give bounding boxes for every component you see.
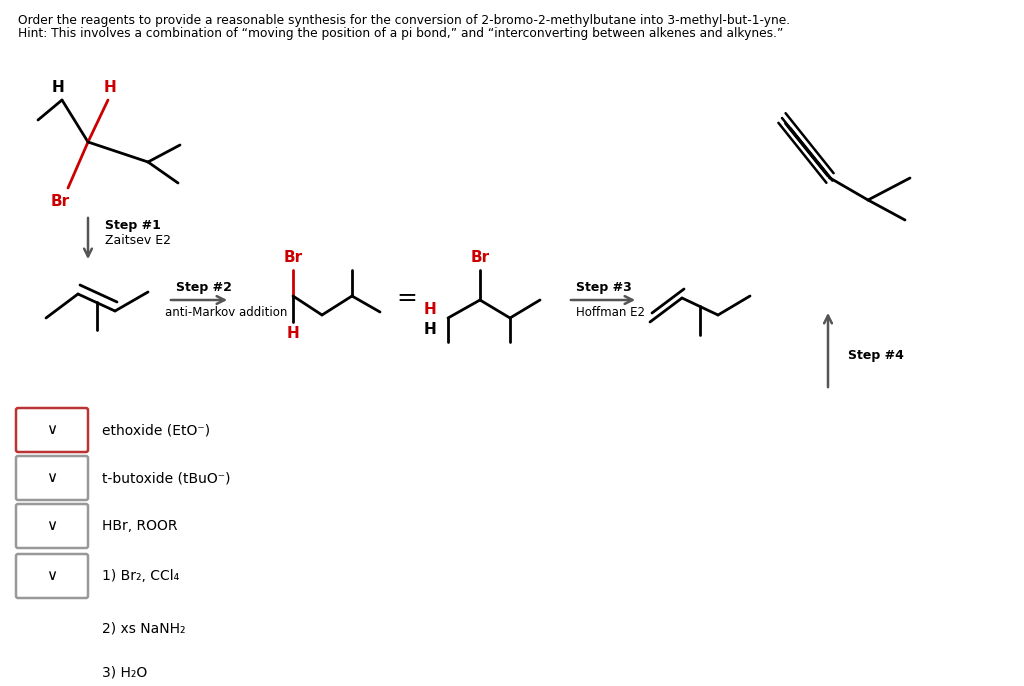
FancyBboxPatch shape bbox=[16, 408, 88, 452]
Text: ∨: ∨ bbox=[46, 569, 57, 584]
Text: HBr, ROOR: HBr, ROOR bbox=[102, 519, 177, 533]
Text: 2) xs NaNH₂: 2) xs NaNH₂ bbox=[102, 621, 185, 635]
Text: =: = bbox=[396, 286, 418, 310]
Text: H: H bbox=[424, 303, 436, 318]
Text: Br: Br bbox=[284, 250, 302, 265]
Text: Hint: This involves a combination of “moving the position of a pi bond,” and “in: Hint: This involves a combination of “mo… bbox=[18, 27, 783, 40]
Text: ∨: ∨ bbox=[46, 471, 57, 486]
Text: anti-Markov addition: anti-Markov addition bbox=[165, 305, 288, 318]
Text: 1) Br₂, CCl₄: 1) Br₂, CCl₄ bbox=[102, 569, 179, 583]
Text: Br: Br bbox=[470, 250, 489, 265]
Text: Order the reagents to provide a reasonable synthesis for the conversion of 2-bro: Order the reagents to provide a reasonab… bbox=[18, 14, 791, 27]
Text: 3) H₂O: 3) H₂O bbox=[102, 665, 147, 679]
Text: Step #2: Step #2 bbox=[176, 281, 231, 294]
Text: H: H bbox=[51, 80, 65, 95]
Text: Step #4: Step #4 bbox=[848, 348, 904, 362]
Text: t-butoxide (tBuO⁻): t-butoxide (tBuO⁻) bbox=[102, 471, 230, 485]
Text: H: H bbox=[103, 80, 117, 95]
Text: H: H bbox=[287, 325, 299, 340]
Text: Step #1: Step #1 bbox=[105, 220, 161, 233]
Text: Step #3: Step #3 bbox=[575, 281, 632, 294]
FancyBboxPatch shape bbox=[16, 554, 88, 598]
FancyBboxPatch shape bbox=[16, 504, 88, 548]
Text: Br: Br bbox=[50, 195, 70, 209]
FancyBboxPatch shape bbox=[16, 456, 88, 500]
Text: ∨: ∨ bbox=[46, 423, 57, 438]
Text: ethoxide (EtO⁻): ethoxide (EtO⁻) bbox=[102, 423, 210, 437]
Text: Hoffman E2: Hoffman E2 bbox=[575, 305, 645, 318]
Text: ∨: ∨ bbox=[46, 519, 57, 534]
Text: Zaitsev E2: Zaitsev E2 bbox=[105, 235, 171, 248]
Text: H: H bbox=[424, 322, 436, 338]
